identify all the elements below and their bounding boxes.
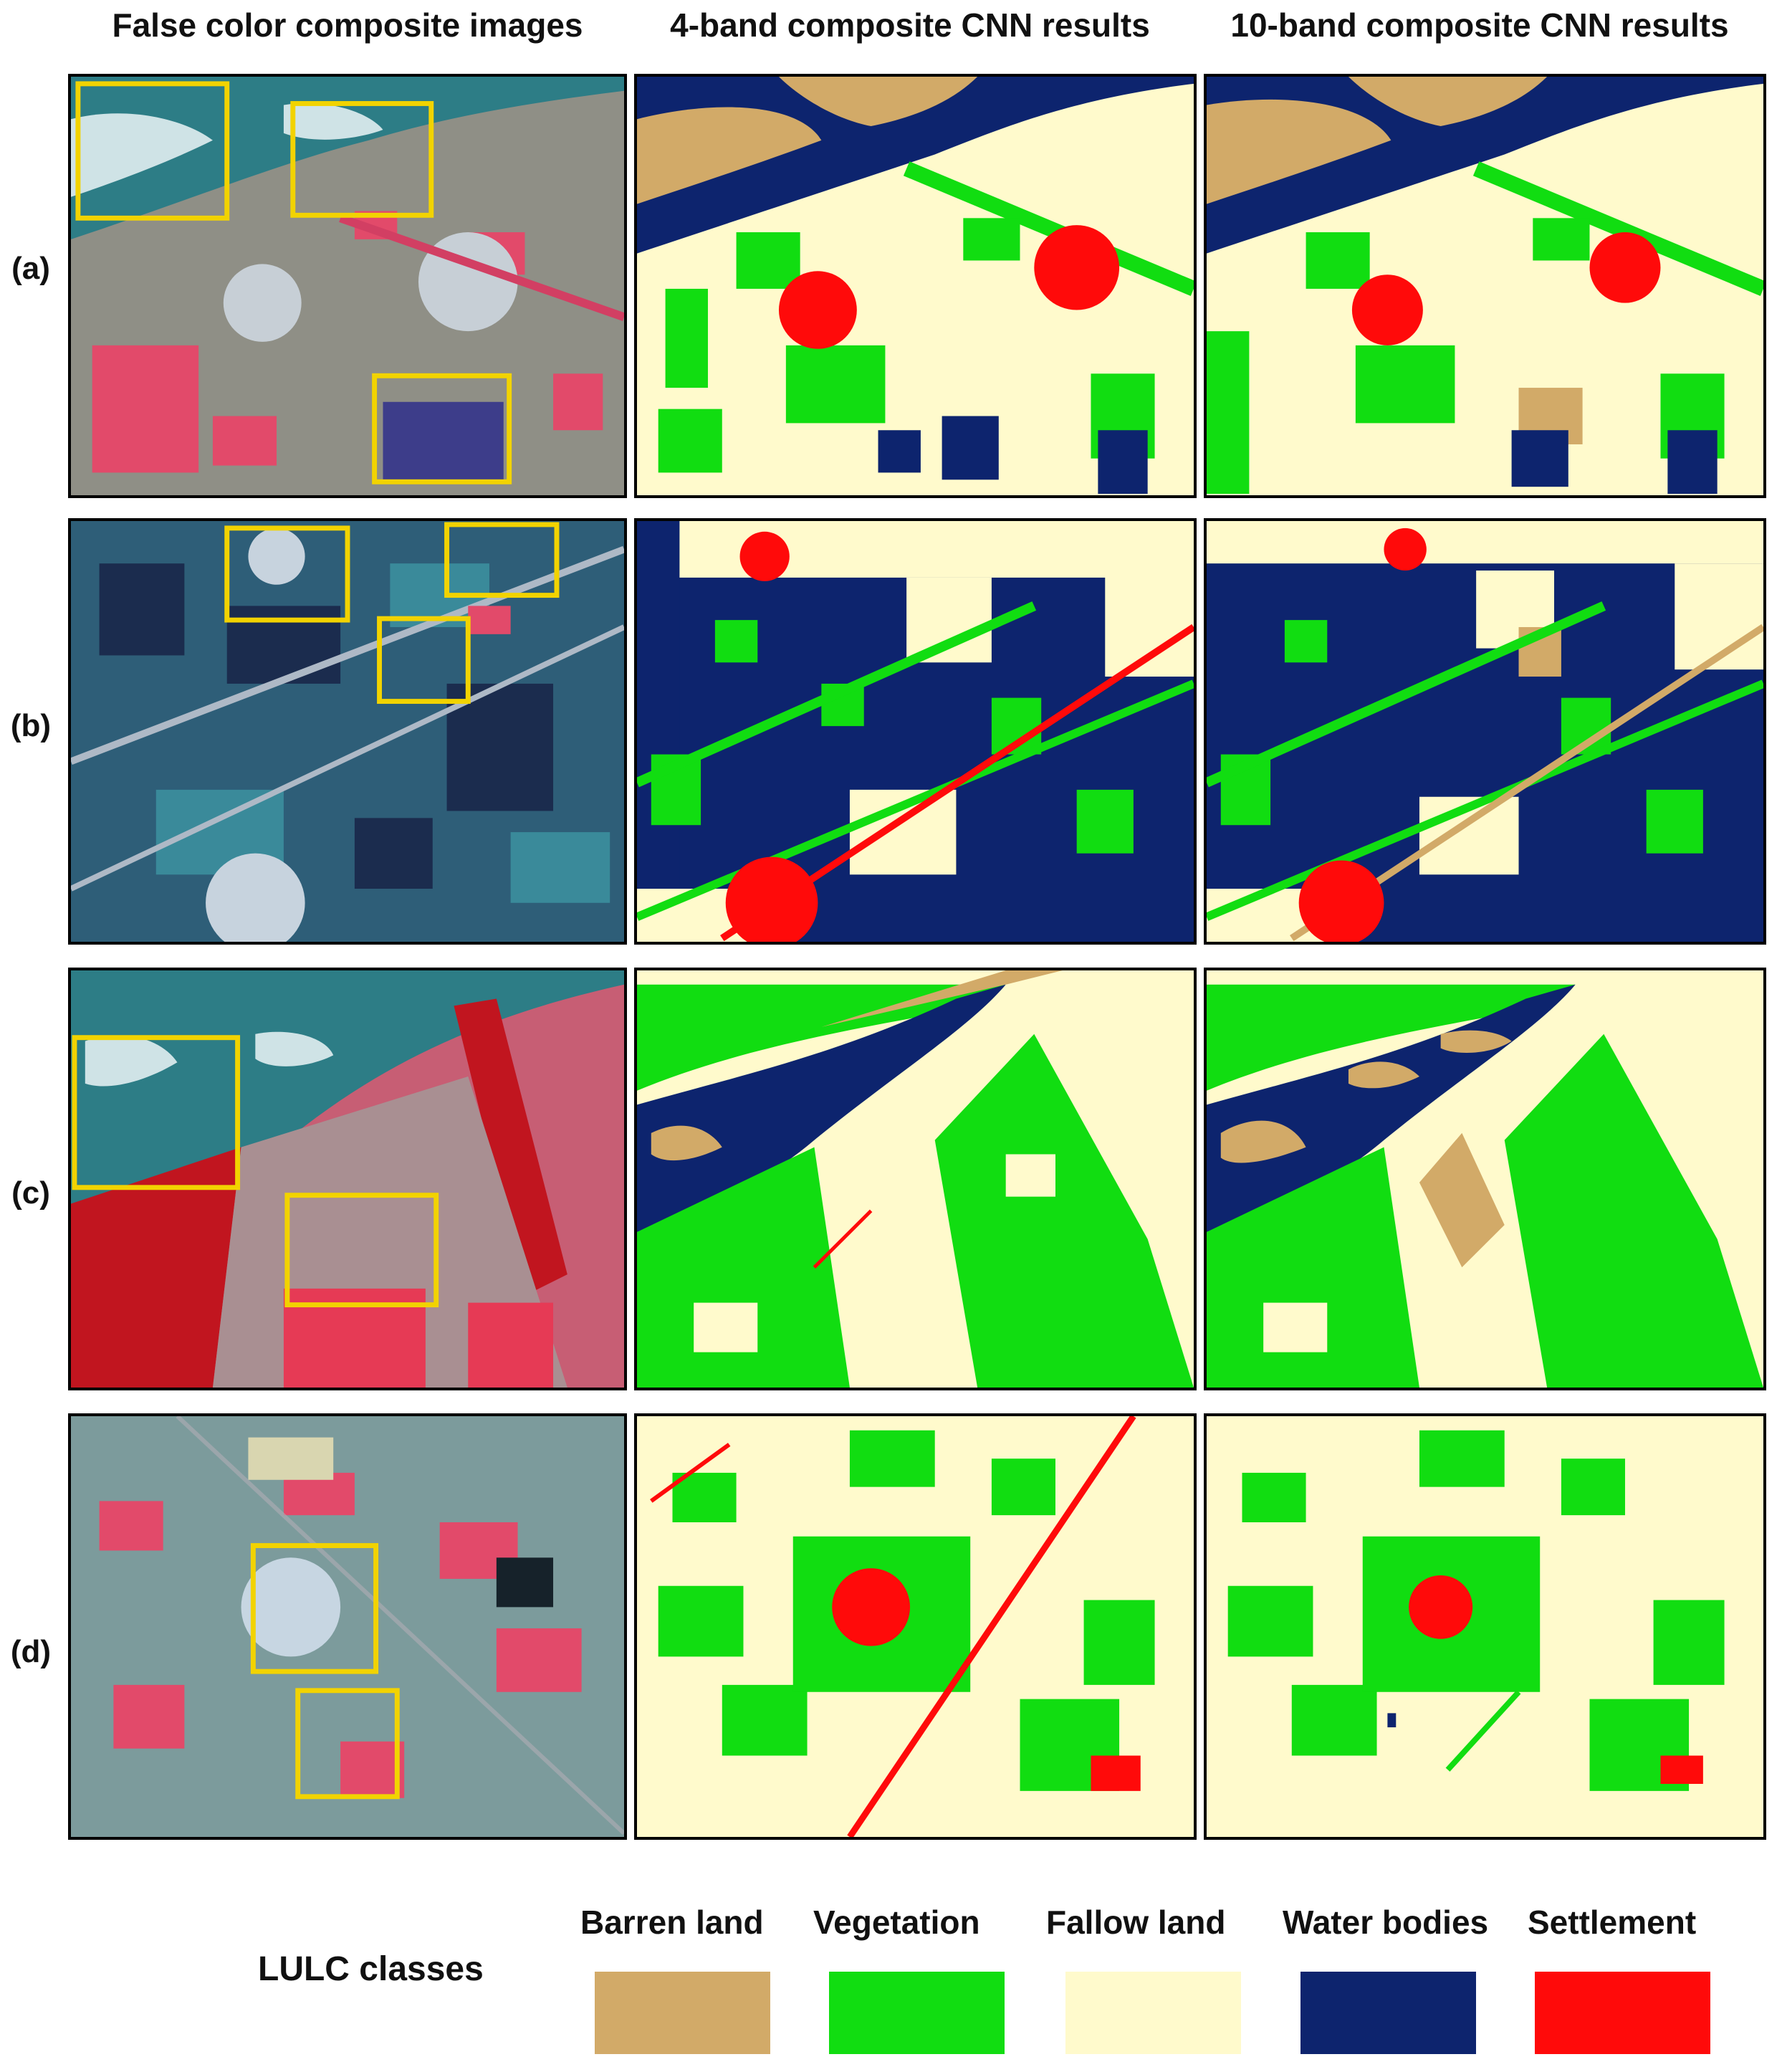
- cnn-4band-map-d: [634, 1413, 1197, 1840]
- cnn-10band-map-d: [1204, 1413, 1766, 1840]
- legend-title: LULC classes: [258, 1950, 484, 1988]
- fcc-image-b: [68, 518, 627, 945]
- fcc-image-c: [68, 968, 627, 1390]
- fcc-image-a: [68, 74, 627, 498]
- legend-swatch: [1535, 1972, 1710, 2054]
- legend-label: Barren land: [580, 1904, 764, 1941]
- legend-swatch: [1065, 1972, 1241, 2054]
- row-label-b: (b): [10, 708, 52, 743]
- legend-label: Water bodies: [1283, 1904, 1489, 1941]
- legend-label: Fallow land: [1046, 1904, 1226, 1941]
- fcc-image-d: [68, 1413, 627, 1840]
- legend-label: Settlement: [1528, 1904, 1697, 1941]
- row-label-a: (a): [11, 251, 50, 286]
- legend-label: Vegetation: [813, 1904, 980, 1941]
- legend-swatch: [829, 1972, 1005, 2054]
- legend-swatch: [595, 1972, 770, 2054]
- column-header-fcc: False color composite images: [112, 6, 583, 44]
- cnn-4band-map-a: [634, 74, 1197, 498]
- cnn-10band-map-c: [1204, 968, 1766, 1390]
- cnn-4band-map-c: [634, 968, 1197, 1390]
- cnn-10band-map-b: [1204, 518, 1766, 945]
- legend-swatch: [1300, 1972, 1476, 2054]
- column-header-4band: 4-band composite CNN results: [670, 6, 1150, 44]
- row-label-c: (c): [11, 1175, 50, 1211]
- row-label-d: (d): [10, 1634, 52, 1669]
- cnn-10band-map-a: [1204, 74, 1766, 498]
- cnn-4band-map-b: [634, 518, 1197, 945]
- column-header-10band: 10-band composite CNN results: [1230, 6, 1729, 44]
